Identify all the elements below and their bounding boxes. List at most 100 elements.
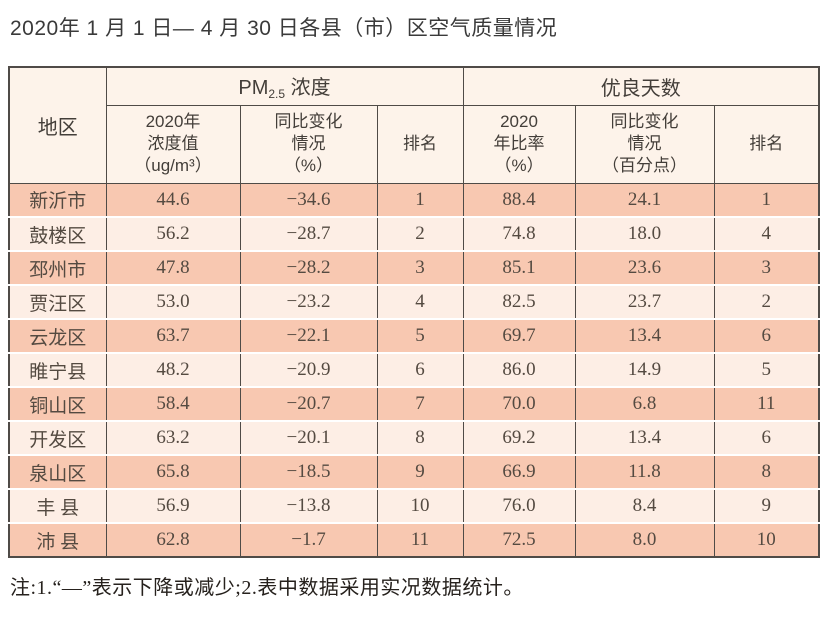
value-cell: 6	[376, 353, 464, 388]
value-cell: 63.7	[105, 319, 240, 354]
region-cell: 开发区	[8, 421, 106, 456]
value-cell: 11	[376, 523, 464, 557]
value-cell: 23.6	[574, 251, 715, 286]
pm-label-subscript: 2.5	[268, 87, 286, 102]
subheader-pm-yoy-change: 同比变化 情况 （%）	[239, 105, 377, 184]
value-cell: 56.2	[105, 217, 240, 252]
value-cell: 5	[713, 353, 820, 388]
value-cell: 88.4	[462, 183, 576, 218]
value-cell: 4	[713, 217, 820, 252]
value-cell: 72.5	[462, 523, 576, 557]
value-cell: 14.9	[574, 353, 715, 388]
value-cell: 86.0	[462, 353, 576, 388]
page: 2020年 1 月 1 日— 4 月 30 日各县（市）区空气质量情况 地区 P…	[8, 17, 821, 599]
value-cell: −20.1	[239, 421, 377, 456]
value-cell: 6.8	[574, 387, 715, 422]
value-cell: 6	[713, 319, 820, 354]
table-row: 开发区 63.2 −20.1 8 69.2 13.4 6	[8, 421, 820, 456]
region-cell: 沛 县	[8, 523, 106, 557]
value-cell: −20.9	[239, 353, 377, 388]
table-row: 睢宁县 48.2 −20.9 6 86.0 14.9 5	[8, 353, 820, 388]
value-cell: −20.7	[239, 387, 377, 422]
value-cell: 11	[713, 387, 820, 422]
value-cell: 2	[713, 285, 820, 320]
table-row: 贾汪区 53.0 −23.2 4 82.5 23.7 2	[8, 285, 820, 320]
value-cell: 7	[376, 387, 464, 422]
header-group-row: 地区 PM2.5 浓度 优良天数	[8, 67, 820, 184]
value-cell: −22.1	[239, 319, 377, 354]
table-row: 鼓楼区 56.2 −28.7 2 74.8 18.0 4	[8, 217, 820, 252]
value-cell: 8	[713, 455, 820, 490]
value-cell: 69.7	[462, 319, 576, 354]
footnote: 注:1.“—”表示下降或减少;2.表中数据采用实况数据统计。	[10, 577, 524, 599]
table-header: 地区 PM2.5 浓度 优良天数 2020年 浓度值 （ug/m³） 同比变化 …	[8, 67, 820, 184]
region-cell: 新沂市	[8, 183, 106, 218]
value-cell: 18.0	[574, 217, 715, 252]
table-row: 丰 县 56.9 −13.8 10 76.0 8.4 9	[8, 489, 820, 524]
value-cell: −34.6	[239, 183, 377, 218]
value-cell: 56.9	[105, 489, 240, 524]
value-cell: 1	[376, 183, 464, 218]
value-cell: −1.7	[239, 523, 377, 557]
value-cell: 10	[376, 489, 464, 524]
value-cell: 58.4	[105, 387, 240, 422]
value-cell: 4	[376, 285, 464, 320]
value-cell: 65.8	[105, 455, 240, 490]
value-cell: −28.7	[239, 217, 377, 252]
region-cell: 云龙区	[8, 319, 106, 354]
value-cell: 47.8	[105, 251, 240, 286]
value-cell: 8.0	[574, 523, 715, 557]
value-cell: 3	[713, 251, 820, 286]
table-row: 泉山区 65.8 −18.5 9 66.9 11.8 8	[8, 455, 820, 490]
region-cell: 睢宁县	[8, 353, 106, 388]
value-cell: −23.2	[239, 285, 377, 320]
pm-label-suffix: 浓度	[285, 77, 331, 100]
subheader-pm-rank: 排名	[376, 105, 464, 184]
value-cell: 9	[713, 489, 820, 524]
value-cell: 9	[376, 455, 464, 490]
value-cell: −13.8	[239, 489, 377, 524]
subheader-days-rank: 排名	[713, 105, 820, 184]
value-cell: 11.8	[574, 455, 715, 490]
header-group-good-days: 优良天数	[462, 67, 820, 106]
header-sub-row: 2020年 浓度值 （ug/m³） 同比变化 情况 （%） 排名 2020 年比…	[9, 105, 820, 184]
table-row: 云龙区 63.7 −22.1 5 69.7 13.4 6	[8, 319, 820, 354]
page-title: 2020年 1 月 1 日— 4 月 30 日各县（市）区空气质量情况	[10, 17, 558, 40]
value-cell: 85.1	[462, 251, 576, 286]
value-cell: −28.2	[239, 251, 377, 286]
value-cell: 74.8	[462, 217, 576, 252]
value-cell: 6	[713, 421, 820, 456]
header-region: 地区	[8, 67, 106, 184]
table-body: 新沂市 44.6 −34.6 1 88.4 24.1 1 鼓楼区 56.2 −28.7 2 74.8 1…	[8, 183, 820, 557]
value-cell: 23.7	[574, 285, 715, 320]
value-cell: 13.4	[574, 319, 715, 354]
value-cell: 70.0	[462, 387, 576, 422]
value-cell: 1	[713, 183, 820, 218]
subheader-days-yoy-change: 同比变化 情况 （百分点）	[574, 105, 715, 184]
value-cell: 66.9	[462, 455, 576, 490]
value-cell: 5	[376, 319, 464, 354]
value-cell: 44.6	[105, 183, 240, 218]
value-cell: 2	[376, 217, 464, 252]
value-cell: 24.1	[574, 183, 715, 218]
value-cell: 76.0	[462, 489, 576, 524]
region-cell: 鼓楼区	[8, 217, 106, 252]
table-row: 沛 县 62.8 −1.7 11 72.5 8.0 10	[8, 523, 820, 557]
region-cell: 丰 县	[8, 489, 106, 524]
value-cell: 10	[713, 523, 820, 557]
value-cell: 8.4	[574, 489, 715, 524]
value-cell: 3	[376, 251, 464, 286]
subheader-pm-concentration: 2020年 浓度值 （ug/m³）	[105, 105, 240, 184]
table-row: 新沂市 44.6 −34.6 1 88.4 24.1 1	[8, 183, 820, 218]
value-cell: 63.2	[105, 421, 240, 456]
value-cell: 62.8	[105, 523, 240, 557]
header-group-pm25: PM2.5 浓度	[105, 67, 464, 106]
region-cell: 铜山区	[8, 387, 106, 422]
value-cell: 48.2	[105, 353, 240, 388]
value-cell: 82.5	[462, 285, 576, 320]
value-cell: 53.0	[105, 285, 240, 320]
table-row: 铜山区 58.4 −20.7 7 70.0 6.8 11	[8, 387, 820, 422]
region-cell: 泉山区	[8, 455, 106, 490]
region-cell: 贾汪区	[8, 285, 106, 320]
region-cell: 邳州市	[8, 251, 106, 286]
